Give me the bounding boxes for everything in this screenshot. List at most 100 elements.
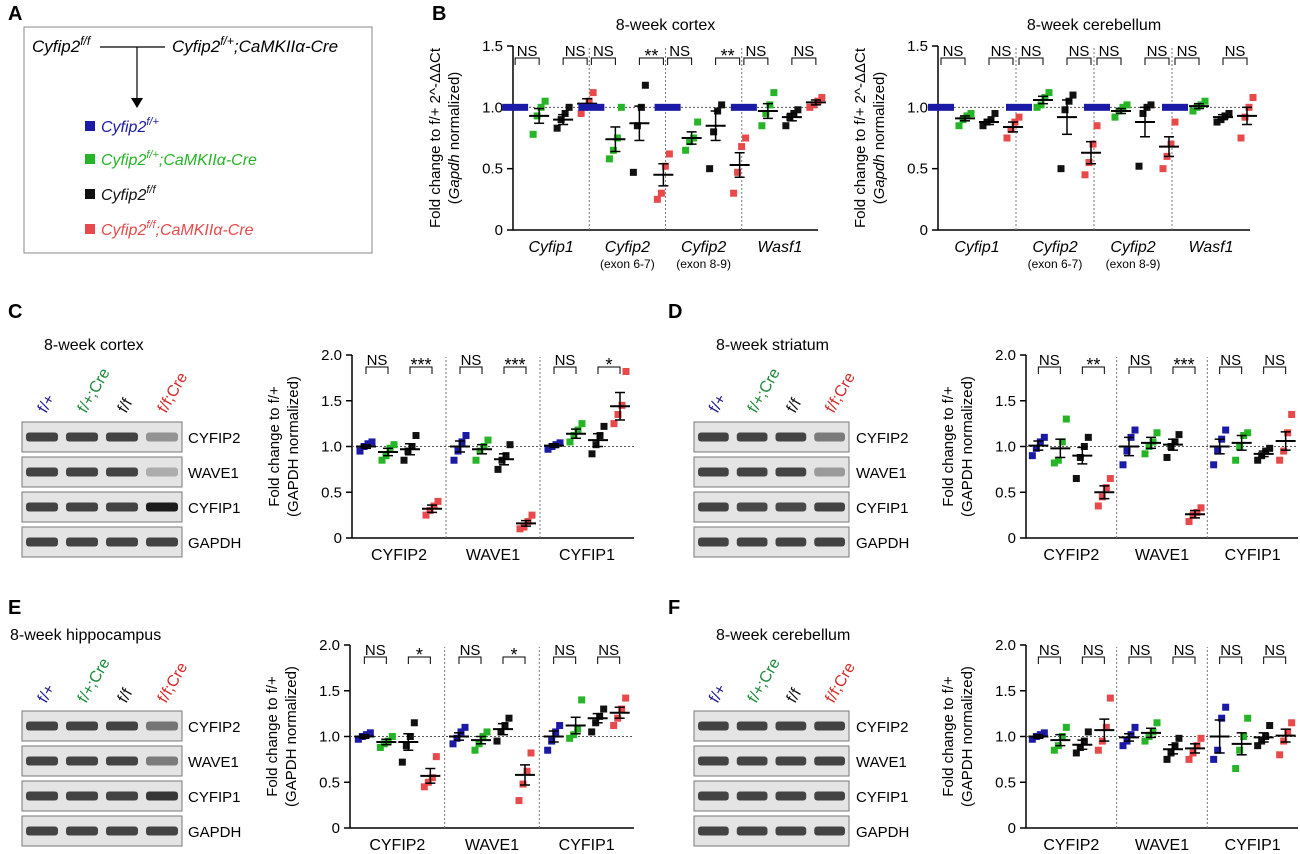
blot-e-hippocampus: 8-week hippocampus f/+ f/+;Cre f/f f/f;Cre CY…	[10, 627, 241, 847]
data-point	[453, 734, 461, 742]
data-point	[450, 456, 458, 464]
blot-d-striatum: 8-week striatum f/+ f/+;Cre f/f f/f;Cre CYFIP…	[693, 337, 909, 558]
blot-band	[106, 756, 138, 766]
data-point	[618, 705, 626, 713]
data-point	[502, 452, 510, 460]
data-point	[404, 447, 412, 455]
y-tick-label: 2.0	[995, 637, 1016, 654]
data-point	[1175, 734, 1183, 742]
blot-band	[106, 826, 138, 836]
data-point	[794, 106, 802, 114]
data-point	[529, 130, 537, 138]
blot-band	[106, 467, 138, 477]
significance-bracket	[1037, 366, 1061, 374]
data-point	[1085, 159, 1093, 167]
y-tick-label: 0.5	[482, 161, 503, 178]
y-axis-label: Fold change to f/+ (GAPDH normalized)	[940, 376, 976, 517]
data-point	[1240, 733, 1248, 740]
y-tick-label: 1.5	[482, 38, 503, 55]
significance-label: NS	[1264, 642, 1285, 659]
y-label-part: normalized)	[446, 72, 463, 155]
significance-label: *	[605, 355, 612, 375]
blot-band	[106, 432, 138, 442]
legend-label: Cyfip2f/f	[101, 184, 156, 204]
data-point	[1040, 729, 1048, 737]
data-point	[364, 440, 372, 448]
data-point	[1258, 737, 1266, 745]
y-tick-label: 1.0	[995, 729, 1016, 746]
data-point	[544, 445, 552, 453]
data-point	[617, 103, 625, 111]
data-point	[461, 723, 469, 731]
blot-band	[775, 432, 807, 442]
blot-band	[775, 791, 807, 801]
data-point	[1036, 438, 1044, 446]
data-point	[1054, 456, 1062, 464]
significance-bracket	[1222, 57, 1248, 65]
data-point	[1167, 443, 1175, 450]
y-axis-label-line: Fold change to f/+ 2^-ΔΔCt	[427, 47, 444, 228]
data-point	[596, 712, 604, 720]
significance-label: NS	[991, 43, 1012, 60]
data-point	[1058, 438, 1066, 446]
lane-label: f/+;Cre	[75, 365, 114, 416]
data-point	[1050, 459, 1058, 467]
data-point	[1131, 723, 1139, 731]
chart-b-cerebellum-qpcr: 0 0.5 1.0 1.5 Fold change to f/+ 2^-ΔΔCt (Gap…	[852, 17, 1257, 271]
x-category-sublabel: (exon 6-7)	[1028, 257, 1083, 271]
blot-band	[146, 826, 178, 836]
x-category-label: Cyfip2	[605, 239, 650, 256]
data-point	[1058, 733, 1066, 740]
chart-c-cortex-protein: 0 0.5 1.0 1.5 2.0 Fold change to f/+ (GAPDH no…	[266, 347, 634, 564]
data-point	[574, 426, 582, 434]
significance-label: ***	[504, 355, 525, 375]
legend-label-sup: f/f	[146, 219, 156, 231]
band-label: CYFIP1	[856, 789, 909, 806]
y-tick-label: 1.5	[321, 393, 342, 410]
significance-bracket	[1066, 57, 1092, 65]
significance-label: NS	[745, 43, 766, 60]
data-point	[991, 109, 999, 117]
legend-swatch	[85, 189, 95, 199]
data-point	[1266, 722, 1274, 730]
data-point	[738, 143, 746, 151]
significance-label: NS	[793, 43, 814, 60]
data-point	[426, 507, 434, 515]
data-point-reference-bar	[1162, 103, 1188, 111]
lane-label: f/f	[115, 685, 137, 706]
blot-band	[146, 537, 178, 547]
y-axis-label: Fold change to f/+ 2^-ΔΔCt (Gapdh normali…	[852, 47, 888, 228]
y-tick-label: 2.0	[319, 637, 340, 654]
data-point	[622, 367, 630, 375]
significance-label: NS	[1083, 642, 1104, 659]
data-point-reference-bar	[578, 103, 605, 111]
data-point	[657, 189, 665, 197]
data-point	[483, 728, 491, 736]
data-point	[770, 89, 778, 97]
significance-bracket	[502, 656, 526, 664]
blot-band	[106, 537, 138, 547]
data-point	[1163, 755, 1171, 763]
data-point	[574, 725, 582, 733]
data-point	[730, 189, 738, 197]
lane-label: f/+	[35, 682, 59, 706]
blot-band	[26, 432, 58, 442]
blot-band	[775, 826, 807, 836]
data-point	[1232, 765, 1240, 773]
blot-band	[106, 721, 138, 731]
band-label: GAPDH	[856, 535, 909, 552]
significance-label: NS	[669, 43, 690, 60]
data-point	[1254, 456, 1262, 464]
chart-b-cortex-qpcr: 0 0.5 1.0 1.5 Fold change to f/+ 2^-ΔΔCt (Gap…	[427, 17, 826, 271]
legend-label: Cyfip2f/f;CaMKIIα-Cre	[101, 219, 254, 239]
blot-band	[814, 537, 845, 547]
blot-band	[736, 502, 768, 512]
data-point	[1258, 452, 1266, 460]
data-point	[578, 696, 586, 704]
data-point	[1007, 125, 1015, 133]
blot-band	[698, 537, 729, 547]
data-point	[1185, 755, 1193, 763]
blot-band	[814, 756, 845, 766]
data-point	[1237, 134, 1245, 142]
data-point	[1197, 101, 1205, 109]
